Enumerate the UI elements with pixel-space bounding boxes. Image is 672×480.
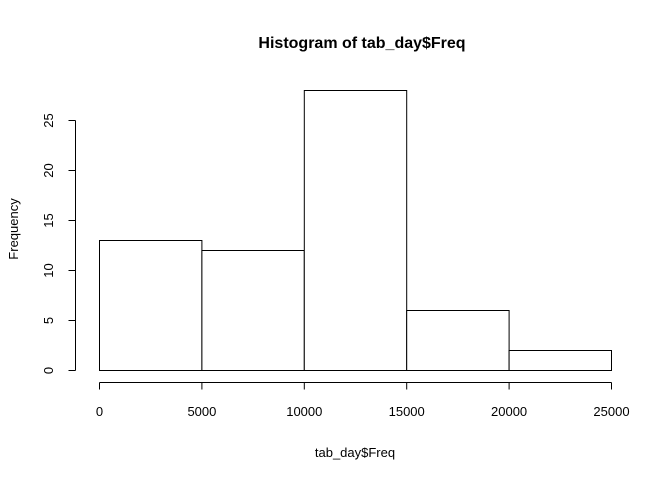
- x-tick-label-3: 15000: [389, 404, 425, 419]
- y-tick-label-3: 15: [41, 213, 56, 227]
- histogram-bar-3: [406, 310, 510, 371]
- y-axis: 0 5 10 15 20 25: [41, 113, 76, 374]
- x-axis: 0 5000 10000 15000 20000 25000: [96, 382, 630, 419]
- bars-group: [99, 90, 613, 371]
- x-tick-label-1: 5000: [187, 404, 216, 419]
- y-tick-label-5: 25: [41, 113, 56, 127]
- histogram-bar-2: [303, 90, 408, 371]
- histogram-bar-1: [201, 250, 305, 371]
- x-tick-label-0: 0: [96, 404, 103, 419]
- y-tick-label-2: 10: [41, 263, 56, 277]
- y-tick-label-0: 0: [41, 367, 56, 374]
- y-tick-label-1: 5: [41, 317, 56, 324]
- y-axis-label: Frequency: [6, 198, 21, 260]
- y-tick-label-4: 20: [41, 163, 56, 177]
- histogram-bar-4: [508, 350, 613, 371]
- chart-title: Histogram of tab_day$Freq: [258, 35, 465, 52]
- x-tick-label-2: 10000: [286, 404, 322, 419]
- x-tick-label-4: 20000: [491, 404, 527, 419]
- x-tick-label-5: 25000: [593, 404, 629, 419]
- x-axis-label: tab_day$Freq: [315, 445, 395, 460]
- histogram-bar-0: [99, 240, 203, 371]
